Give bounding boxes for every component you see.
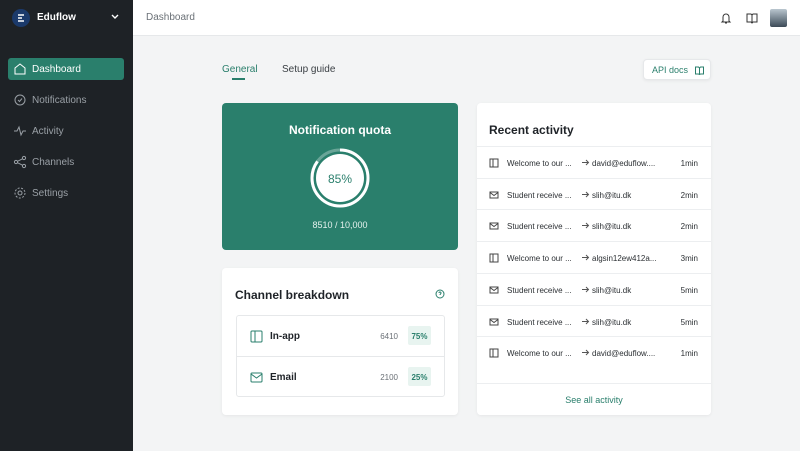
activity-arrow [581,317,590,328]
activity-recipient: slih@itu.dk [592,317,632,327]
docs-icon[interactable] [746,12,758,24]
topbar: Dashboard [133,0,800,36]
tab-active[interactable]: General [222,64,258,75]
activity-row[interactable]: Welcome to our ... david@eduflow.... 1min [477,146,711,178]
activity-recipient: slih@itu.dk [592,190,632,200]
quota-percent: 85% [327,172,353,186]
activity-message: Welcome to our ... [507,254,572,264]
quota-arc [310,148,370,208]
activity-message: Welcome to our ... [507,159,572,168]
nav-item[interactable]: Channels [8,151,124,173]
channel-share: 25% [408,367,431,386]
channel-name: In-app [270,331,300,342]
nav-label: Channels [32,156,75,168]
activity-row[interactable]: Welcome to our ... algsin12ew412a... 3min [477,241,711,273]
sidebar: Eduflow Dashboard Notifications Activity Ch… [0,0,133,451]
activity-recipient: slih@itu.dk [592,222,632,232]
channel-icon [250,371,263,389]
tab-underline [232,78,245,80]
activity-recipient: slih@itu.dk [592,285,632,295]
brand-name[interactable]: Eduflow [37,12,76,23]
nav-item[interactable]: Dashboard [8,58,124,80]
quota-ring [310,148,370,208]
activity-row[interactable]: Student receive ... slih@itu.dk 5min [477,304,711,337]
help-icon[interactable] [435,289,445,299]
activity-icon [489,190,499,202]
quota-usage: 8510 / 10,000 [312,220,368,230]
activity-recipient: david@eduflow.... [592,159,656,168]
activity-message: Student receive ... [507,285,572,295]
activity-arrow [581,221,590,232]
tab[interactable]: Setup guide [282,64,336,75]
brand-logo [12,9,30,27]
channel-icon [250,330,263,348]
activity-row[interactable]: Student receive ... slih@itu.dk 2min [477,177,711,210]
channel-count: 2100 [380,373,398,382]
activity-icon [489,317,499,329]
activity-time: 1min [680,349,698,359]
activity-row[interactable]: Welcome to our ... david@eduflow.... 1min [477,336,711,368]
activity-time: 3min [680,254,698,264]
quota-card: Notification quota 85% 8510 / 10,000 [222,103,458,250]
quota-title: Notification quota [289,123,391,137]
activity-icon [489,253,499,265]
activity-row[interactable]: Student receive ... slih@itu.dk 5min [477,272,711,305]
activity-time: 2min [680,190,698,200]
activity-arrow [581,285,590,296]
activity-message: Student receive ... [507,190,572,200]
channel-list: In-app 6410 75% Email 2100 25% [236,315,445,397]
activity-arrow [581,190,590,201]
activity-arrow [581,253,590,264]
activity-card: Recent activity Welcome to our ... david@… [477,103,711,415]
activity-list: Welcome to our ... david@eduflow.... 1min S… [477,146,711,383]
activity-arrow [581,348,590,359]
activity-recipient: david@eduflow.... [592,349,656,359]
page-title: Dashboard [146,12,195,23]
nav-label: Activity [32,125,64,137]
activity-message: Welcome to our ... [507,349,572,359]
channel-row: Email 2100 25% [237,356,444,396]
nav-label: Notifications [32,94,87,106]
activity-row[interactable]: Student receive ... slih@itu.dk 2min [477,209,711,241]
activity-time: 2min [680,222,698,232]
activity-time: 1min [680,159,698,168]
activity-title: Recent activity [489,123,574,137]
api-docs-icon [695,66,704,75]
channel-title: Channel breakdown [235,288,350,302]
activity-icon [489,221,499,233]
api-docs-label: API docs [652,65,689,75]
activity-time: 5min [680,317,698,327]
activity-icon [489,285,499,297]
channel-row: In-app 6410 75% [237,316,444,356]
activity-icon [489,348,499,360]
channel-name: Email [270,372,297,383]
nav-item[interactable]: Activity [8,120,124,142]
channel-count: 6410 [380,332,398,341]
avatar[interactable] [770,9,787,27]
channel-share: 75% [408,326,431,345]
brand-chevron[interactable] [111,14,119,20]
nav-label: Dashboard [32,63,81,75]
bell-icon[interactable] [720,12,732,24]
channel-card: Channel breakdown In-app 6410 75% Email 2100… [222,268,458,415]
activity-icon [489,158,499,170]
activity-recipient: algsin12ew412a... [592,254,657,264]
nav-item[interactable]: Settings [8,182,124,204]
activity-arrow [581,158,590,169]
nav-item[interactable]: Notifications [8,89,124,111]
nav-label: Settings [32,187,69,199]
api-docs-button[interactable]: API docs [643,59,711,80]
activity-time: 5min [680,285,698,295]
activity-message: Student receive ... [507,222,572,232]
activity-message: Student receive ... [507,317,572,327]
see-all-link[interactable]: See all activity [477,383,711,415]
